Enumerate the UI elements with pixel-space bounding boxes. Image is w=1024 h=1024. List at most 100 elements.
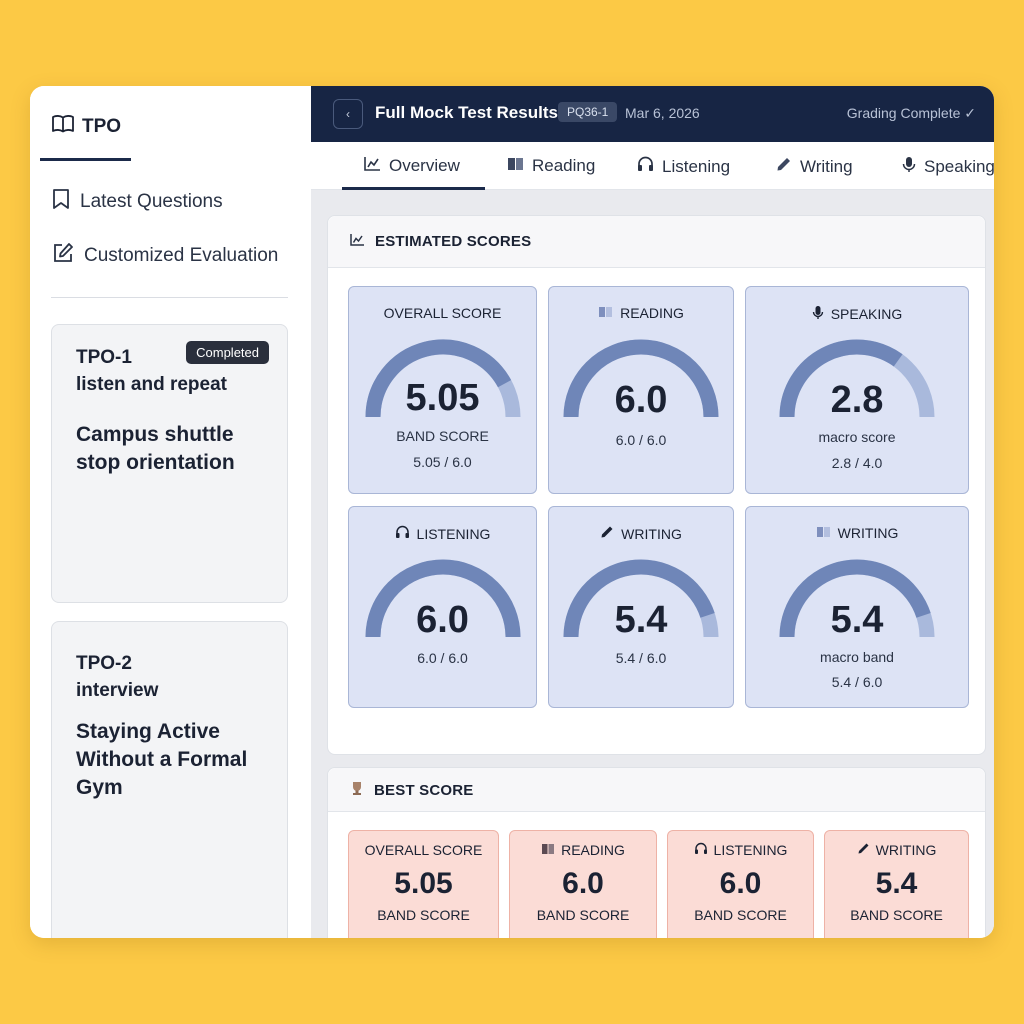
score-card-label-text: LISTENING: [416, 525, 491, 542]
gauge-fill: [563, 339, 719, 418]
question-card-type: interview: [76, 680, 159, 701]
score-card-listening: LISTENING 6.0 6.0 / 6.0: [348, 506, 537, 708]
brand-label: TPO: [82, 116, 122, 137]
best-score-header: BEST SCORE: [328, 768, 985, 812]
score-value: 6.0: [416, 599, 469, 641]
page-title: Full Mock Test Results: [375, 103, 558, 122]
estimated-scores-title-text: ESTIMATED SCORES: [375, 233, 532, 250]
grading-status: Grading Complete ✓: [846, 105, 976, 121]
chevron-left-icon: ‹: [346, 107, 350, 121]
score-card-label: READING: [549, 305, 733, 321]
score-gauge: [365, 339, 520, 418]
score-sub-label: macro band: [820, 649, 894, 665]
tab-overview-label: Overview: [389, 156, 460, 175]
score-gauge: [563, 559, 719, 638]
estimated-scores-panel: ESTIMATED SCORES OVERALL SCORE 5.05 BAND…: [327, 215, 986, 755]
tab-speaking-label: Speaking: [924, 157, 994, 176]
estimated-scores-header: ESTIMATED SCORES: [328, 216, 985, 268]
score-card-label-text: WRITING: [837, 525, 899, 541]
book-open-icon: [52, 114, 74, 140]
score-card-label-text: READING: [620, 305, 684, 321]
tab-listening[interactable]: Listening: [637, 156, 730, 177]
gauge-fill: [779, 339, 903, 418]
score-card-writing-macro: WRITING 5.4 macro band 5.4 / 6.0: [745, 506, 969, 708]
brand-underline: [40, 158, 131, 161]
headphones-icon: [694, 842, 708, 858]
pencil-icon: [776, 156, 792, 177]
book-icon: [541, 842, 555, 858]
best-card-writing: WRITING 5.4 BAND SCORE: [824, 830, 969, 938]
test-code-badge: PQ36-1: [558, 102, 618, 122]
question-card-type: listen and repeat: [76, 374, 227, 395]
microphone-icon: [902, 156, 916, 178]
tab-bar: Overview Reading Listening Writing Speak…: [311, 142, 994, 190]
best-score-title: BEST SCORE: [350, 781, 474, 800]
nav-customized-evaluation[interactable]: Customized Evaluation: [52, 242, 278, 270]
estimated-scores-title: ESTIMATED SCORES: [350, 233, 531, 250]
score-ratio: 6.0 / 6.0: [615, 432, 667, 448]
gauge-fill: [779, 559, 931, 638]
best-card-label-text: WRITING: [875, 842, 937, 858]
score-gauge: [779, 559, 935, 638]
score-ratio: 2.8 / 4.0: [831, 455, 883, 471]
score-card-label-text: WRITING: [621, 525, 682, 542]
microphone-icon: [812, 305, 824, 323]
best-card-sub: BAND SCORE: [850, 907, 943, 923]
tab-reading-label: Reading: [532, 156, 596, 175]
edit-icon: [52, 242, 74, 270]
tab-reading[interactable]: Reading: [507, 156, 595, 176]
score-gauge: [365, 559, 520, 638]
score-ratio: 5.05 / 6.0: [413, 454, 472, 470]
best-card-value: 5.05: [394, 867, 453, 900]
score-gauge: [563, 339, 719, 418]
score-sub-label: macro score: [818, 429, 896, 445]
score-value: 2.8: [830, 379, 884, 421]
score-card-speaking: SPEAKING 2.8 macro score 2.8 / 4.0: [745, 286, 969, 494]
best-card-label: WRITING: [825, 842, 968, 858]
question-card[interactable]: TPO-1 Completed listen and repeat Campus…: [51, 324, 288, 603]
brand[interactable]: TPO: [52, 114, 121, 140]
best-card-value: 6.0: [719, 867, 762, 900]
score-card-label: LISTENING: [349, 525, 536, 542]
score-card-label-text: SPEAKING: [830, 306, 903, 322]
sidebar: TPO Latest Questions Customized Evaluati…: [30, 86, 311, 938]
gauge-fill: [365, 339, 511, 418]
tab-speaking[interactable]: Speaking: [902, 156, 994, 178]
best-card-label: OVERALL SCORE: [364, 842, 483, 858]
app-window: TPO Latest Questions Customized Evaluati…: [30, 86, 994, 938]
pencil-icon: [857, 842, 870, 858]
bookmark-icon: [52, 188, 70, 216]
question-card[interactable]: TPO-2 interview Staying Active Without a…: [51, 621, 288, 938]
question-card-id: TPO-2: [76, 653, 132, 674]
headphones-icon: [395, 525, 410, 542]
trophy-icon: [350, 781, 364, 800]
nav-customized-evaluation-label: Customized Evaluation: [84, 245, 279, 266]
nav-divider: [51, 297, 288, 298]
header-bar: ‹ Full Mock Test Results PQ36-1 Mar 6, 2…: [311, 86, 994, 142]
score-value: 5.4: [614, 599, 668, 641]
headphones-icon: [637, 156, 654, 177]
score-value: 6.0: [614, 379, 668, 421]
best-card-sub: BAND SCORE: [694, 907, 787, 923]
score-ratio: 5.4 / 6.0: [615, 650, 667, 666]
best-card-label: LISTENING: [668, 842, 813, 858]
best-card-listening: LISTENING 6.0 BAND SCORE: [667, 830, 814, 938]
score-ratio: 5.4 / 6.0: [831, 674, 883, 690]
back-button[interactable]: ‹: [333, 99, 363, 129]
best-card-label-text: READING: [561, 842, 625, 858]
nav-latest-questions[interactable]: Latest Questions: [52, 188, 223, 216]
best-score-title-text: BEST SCORE: [374, 782, 474, 799]
tab-writing[interactable]: Writing: [776, 156, 853, 177]
score-value: 5.05: [405, 377, 480, 419]
best-card-reading: READING 6.0 BAND SCORE: [509, 830, 657, 938]
score-gauge: [779, 339, 935, 418]
best-card-label: READING: [510, 842, 656, 858]
score-sub-label: BAND SCORE: [396, 428, 489, 444]
score-card-label: OVERALL SCORE: [383, 305, 502, 321]
tab-overview[interactable]: Overview: [364, 156, 460, 176]
question-card-title: Campus shuttle stop orientation: [76, 423, 235, 474]
best-card-value: 6.0: [562, 867, 604, 900]
question-card-id: TPO-1: [76, 347, 132, 368]
score-card-label: WRITING: [746, 525, 968, 541]
best-card-value: 5.4: [875, 867, 918, 900]
